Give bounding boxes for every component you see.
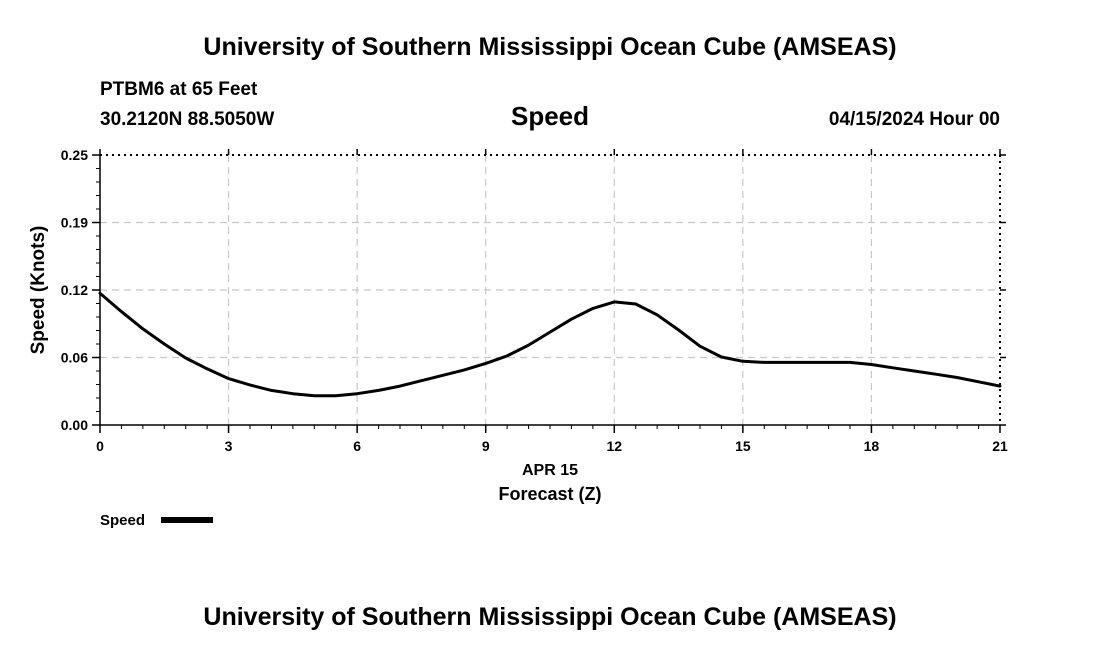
- y-tick-label: 0.12: [61, 282, 88, 298]
- header-title: University of Southern Mississippi Ocean…: [203, 33, 896, 61]
- legend-line-swatch: [161, 517, 213, 523]
- x-tick-label: 3: [225, 438, 233, 454]
- forecast-datetime: 04/15/2024 Hour 00: [829, 109, 1000, 130]
- x-tick-label: 0: [96, 438, 104, 454]
- x-axis-date-label: APR 15: [522, 462, 578, 479]
- x-tick-label: 18: [864, 438, 880, 454]
- grid-lines: [100, 155, 1000, 425]
- y-tick-label: 0.25: [61, 147, 88, 163]
- chart-title: Speed: [511, 101, 589, 131]
- x-tick-label: 6: [353, 438, 361, 454]
- footer-title: University of Southern Mississippi Ocean…: [203, 603, 896, 631]
- speed-series-line: [98, 291, 1002, 398]
- x-tick-label: 21: [992, 438, 1008, 454]
- x-tick-label: 12: [606, 438, 622, 454]
- y-tick-label: 0.19: [61, 215, 88, 231]
- y-tick-label: 0.06: [61, 350, 88, 366]
- station-label: PTBM6 at 65 Feet: [100, 79, 258, 100]
- station-coords: 30.2120N 88.5050W: [100, 109, 274, 130]
- x-tick-label: 15: [735, 438, 751, 454]
- x-axis-title: Forecast (Z): [498, 484, 601, 504]
- plot-axes: [92, 149, 1006, 433]
- axis-labels: 0 3 6 9 12 15 18 21 0.00 0.06 0.12 0.19 0.25: [61, 147, 1008, 454]
- y-tick-label: 0.00: [61, 417, 88, 433]
- legend-label: Speed: [100, 512, 145, 529]
- y-axis-title: Speed (Knots): [28, 226, 49, 355]
- data-series: [98, 291, 1002, 398]
- x-tick-label: 9: [482, 438, 490, 454]
